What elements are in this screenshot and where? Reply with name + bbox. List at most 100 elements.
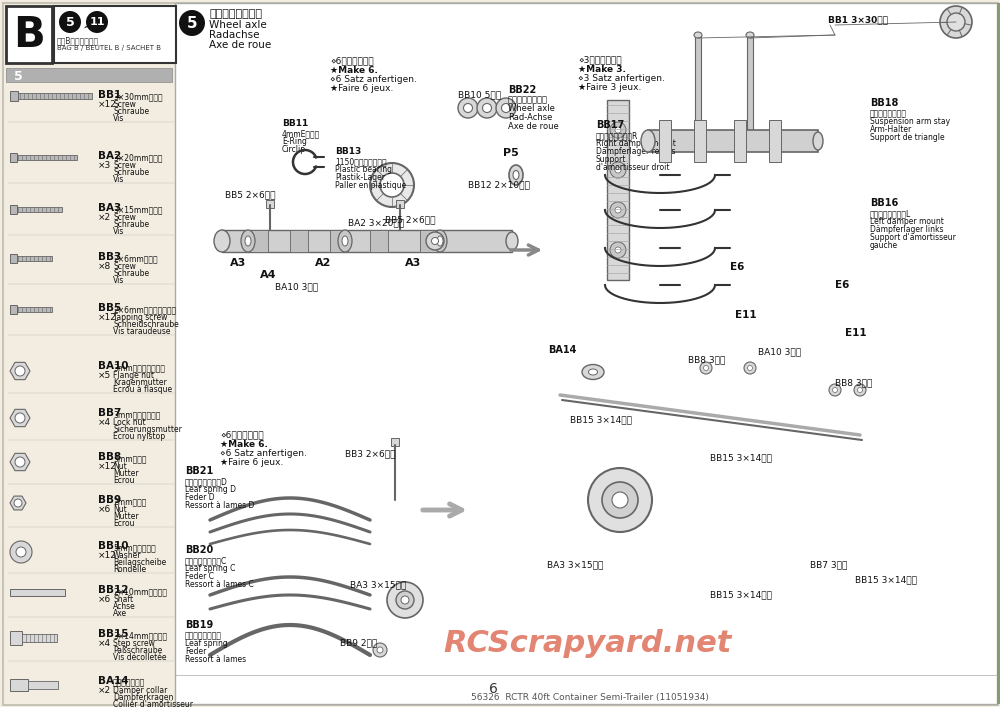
Bar: [330, 230, 348, 252]
Circle shape: [615, 127, 621, 133]
Text: Right damper mount: Right damper mount: [596, 139, 676, 148]
Circle shape: [10, 541, 32, 563]
Circle shape: [940, 6, 972, 38]
Text: ⋄6個作ります。: ⋄6個作ります。: [330, 56, 374, 65]
Text: Screw: Screw: [113, 161, 136, 170]
Bar: [266, 200, 274, 208]
Text: Rad-Achse: Rad-Achse: [508, 113, 552, 122]
Text: 6: 6: [489, 682, 497, 696]
Text: Wheel axle: Wheel axle: [508, 104, 555, 113]
Text: Schraube: Schraube: [113, 220, 149, 229]
Text: Mutter: Mutter: [113, 469, 139, 478]
Text: E11: E11: [845, 328, 867, 338]
Text: Schneidschraube: Schneidschraube: [113, 320, 179, 329]
Text: ~: ~: [82, 20, 95, 35]
Text: Support d'amortisseur: Support d'amortisseur: [870, 233, 956, 242]
Circle shape: [380, 173, 404, 197]
Text: BB16: BB16: [870, 198, 898, 208]
Bar: [10, 631, 22, 645]
Circle shape: [59, 11, 81, 33]
Text: E6: E6: [835, 280, 849, 290]
Text: Leaf spring: Leaf spring: [185, 639, 228, 648]
Text: BB19: BB19: [185, 620, 213, 630]
Text: Plastic bearing: Plastic bearing: [335, 165, 392, 174]
Circle shape: [829, 384, 841, 396]
Text: ⋄6 Satz anfertigen.: ⋄6 Satz anfertigen.: [330, 75, 417, 84]
Text: BB18: BB18: [870, 98, 898, 108]
Text: ×2: ×2: [98, 213, 111, 222]
Circle shape: [858, 387, 862, 392]
Bar: [6, 68, 172, 82]
Circle shape: [615, 247, 621, 253]
Bar: [10, 153, 17, 162]
Text: ★Make 6.: ★Make 6.: [330, 66, 378, 75]
Ellipse shape: [641, 130, 655, 152]
Text: A3: A3: [230, 258, 246, 268]
Text: BB15 3×14㎳㎳: BB15 3×14㎳㎳: [710, 453, 772, 462]
Ellipse shape: [694, 132, 702, 138]
Ellipse shape: [813, 132, 823, 150]
Text: サスアームステー: サスアームステー: [870, 109, 907, 118]
Text: Feder: Feder: [185, 647, 206, 656]
Text: Ressort à lames: Ressort à lames: [185, 655, 246, 664]
Circle shape: [15, 457, 25, 467]
Text: Wheel axle: Wheel axle: [209, 20, 267, 30]
Text: BA2: BA2: [98, 151, 121, 161]
Text: ★Make 6.: ★Make 6.: [220, 440, 268, 449]
Text: ×6: ×6: [98, 505, 111, 514]
Text: リーフスプリングD: リーフスプリングD: [185, 477, 228, 486]
Text: Dämpferkragen: Dämpferkragen: [113, 693, 173, 702]
Text: Plastik-Lager: Plastik-Lager: [335, 173, 385, 182]
Text: ×12: ×12: [98, 313, 117, 322]
Text: E11: E11: [735, 310, 757, 320]
Text: Vis: Vis: [113, 227, 124, 236]
Bar: [10, 305, 17, 314]
Ellipse shape: [245, 236, 251, 246]
Text: Vis décolletée: Vis décolletée: [113, 653, 166, 662]
Circle shape: [396, 591, 414, 609]
Text: 5mmワッシャー: 5mmワッシャー: [113, 543, 156, 552]
Circle shape: [947, 13, 965, 31]
Circle shape: [610, 242, 626, 258]
Circle shape: [15, 413, 25, 423]
Text: Ecrou: Ecrou: [113, 519, 134, 528]
Text: 3×14mm段付ビス: 3×14mm段付ビス: [113, 631, 167, 640]
Text: 4mmEリング: 4mmEリング: [282, 129, 320, 138]
Text: BAG B / BEUTEL B / SACHET B: BAG B / BEUTEL B / SACHET B: [57, 45, 161, 51]
Bar: [396, 200, 404, 208]
Text: BA14: BA14: [548, 345, 576, 355]
Text: BB10: BB10: [98, 541, 128, 551]
Circle shape: [179, 10, 205, 36]
Text: Axe de roue: Axe de roue: [508, 122, 559, 131]
Ellipse shape: [509, 165, 523, 185]
Text: 5: 5: [187, 16, 197, 30]
Bar: [12, 256, 52, 261]
Bar: [175, 3, 997, 704]
Text: Suspension arm stay: Suspension arm stay: [870, 117, 950, 126]
Text: BB7: BB7: [98, 408, 121, 418]
Text: BB8 3㎳㎳: BB8 3㎳㎳: [835, 378, 872, 387]
Bar: [22, 634, 57, 642]
Text: Ecrou à flasque: Ecrou à flasque: [113, 385, 172, 394]
Ellipse shape: [582, 365, 604, 380]
Text: ★Faire 6 jeux.: ★Faire 6 jeux.: [330, 84, 393, 93]
Bar: [12, 207, 62, 212]
Text: ×2: ×2: [98, 686, 111, 695]
Text: Nut: Nut: [113, 505, 127, 514]
Circle shape: [482, 103, 492, 112]
Circle shape: [612, 492, 628, 508]
Text: RCScrapyard.net: RCScrapyard.net: [444, 629, 732, 658]
Text: B: B: [13, 14, 45, 56]
Text: BB12: BB12: [98, 585, 128, 595]
Text: E-Ring: E-Ring: [282, 137, 307, 146]
Text: ×12: ×12: [98, 551, 117, 560]
Circle shape: [14, 499, 22, 507]
Circle shape: [610, 202, 626, 218]
Text: ホイールアクスル: ホイールアクスル: [209, 9, 262, 19]
Text: Tapping screw: Tapping screw: [113, 313, 167, 322]
Text: Arm-Halter: Arm-Halter: [870, 125, 912, 134]
Text: 3mmロックナット: 3mmロックナット: [113, 410, 160, 419]
Text: Dämpferlager rechts: Dämpferlager rechts: [596, 147, 676, 156]
Text: ★Faire 3 jeux.: ★Faire 3 jeux.: [578, 83, 641, 92]
Text: 2×6mm丸ビス: 2×6mm丸ビス: [113, 254, 158, 263]
